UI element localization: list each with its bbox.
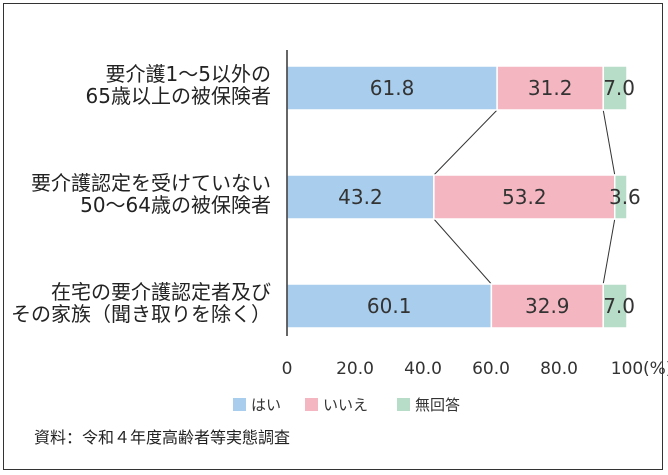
data-label: 7.0 xyxy=(603,294,635,318)
data-label: 53.2 xyxy=(502,185,547,209)
category-label: 在宅の要介護認定者及び xyxy=(51,280,271,304)
category-label: 要介護1～5以外の xyxy=(106,62,271,86)
connector-line xyxy=(602,218,616,285)
connector-line xyxy=(602,109,616,176)
bar-segment xyxy=(614,174,628,220)
data-label: 60.1 xyxy=(367,294,412,318)
data-label: 3.6 xyxy=(609,185,641,209)
bar-segment xyxy=(602,283,628,329)
bar-segment xyxy=(286,174,435,220)
x-axis-unit: (%) xyxy=(643,359,668,379)
legend-swatch xyxy=(397,398,410,411)
category-label: 50～64歳の被保険者 xyxy=(80,193,271,217)
x-tick-label: 80.0 xyxy=(540,359,578,379)
legend-swatch xyxy=(233,398,246,411)
x-tick-label: 20.0 xyxy=(336,359,374,379)
legend-label: はい xyxy=(251,396,281,414)
bar-segment xyxy=(286,283,493,329)
data-label: 32.9 xyxy=(525,294,570,318)
bar-segment xyxy=(490,283,604,329)
data-label: 43.2 xyxy=(338,185,383,209)
bar-segment xyxy=(433,174,616,220)
bar-segment xyxy=(286,65,498,111)
bar-segment xyxy=(496,65,604,111)
source-note: 資料：令和４年度高齢者等実態調査 xyxy=(34,428,290,447)
data-label: 61.8 xyxy=(370,76,415,100)
x-tick-label: 60.0 xyxy=(472,359,510,379)
connector-line xyxy=(433,218,492,285)
legend-label: 無回答 xyxy=(415,396,460,414)
data-label: 7.0 xyxy=(603,76,635,100)
x-tick-label: 40.0 xyxy=(404,359,442,379)
data-label: 31.2 xyxy=(528,76,573,100)
category-label: 65歳以上の被保険者 xyxy=(86,84,271,108)
bar-segment xyxy=(602,65,628,111)
category-label: その家族（聞き取りを除く） xyxy=(11,302,271,326)
legend-swatch xyxy=(305,398,318,411)
x-tick-label: 0 xyxy=(282,359,293,379)
connector-line xyxy=(433,109,498,176)
x-tick-label: 100 xyxy=(611,359,643,379)
category-label: 要介護認定を受けていない xyxy=(31,171,271,195)
legend-label: いいえ xyxy=(323,396,368,414)
